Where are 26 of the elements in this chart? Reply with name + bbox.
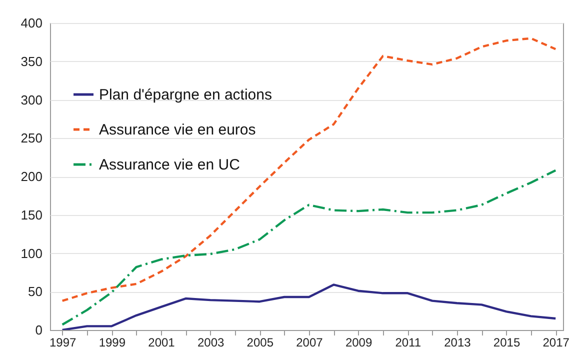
legend-label: Assurance vie en euros <box>99 122 256 138</box>
y-tick-label: 250 <box>20 130 42 146</box>
y-tick-label: 50 <box>28 284 42 300</box>
x-tick-label: 2011 <box>395 336 422 350</box>
x-tick-label: 2009 <box>345 336 372 350</box>
x-tick-label: 1997 <box>49 336 76 350</box>
legend-label: Assurance vie en UC <box>99 156 240 174</box>
x-tick-label: 2003 <box>197 336 224 350</box>
x-tick-label: 2015 <box>493 336 520 350</box>
x-tick-label: 1999 <box>98 336 126 350</box>
y-tick-label: 0 <box>35 322 42 338</box>
y-tick-label: 100 <box>20 246 42 261</box>
x-tick-label: 2007 <box>296 336 324 350</box>
x-tick-label: 2005 <box>246 336 274 350</box>
y-tick-label: 350 <box>20 54 42 69</box>
line-series <box>61 37 557 302</box>
x-tick-label: 2013 <box>444 336 472 350</box>
x-tick-label: 2017 <box>542 336 570 350</box>
y-tick-label: 150 <box>20 207 42 222</box>
y-tick-label: 400 <box>20 16 42 30</box>
line-series <box>61 284 557 330</box>
line-series <box>61 169 557 326</box>
y-tick-label: 300 <box>20 92 42 108</box>
y-tick-label: 200 <box>20 169 42 184</box>
x-tick-label: 2001 <box>148 336 176 350</box>
legend-label: Plan d'épargne en actions <box>99 86 272 104</box>
